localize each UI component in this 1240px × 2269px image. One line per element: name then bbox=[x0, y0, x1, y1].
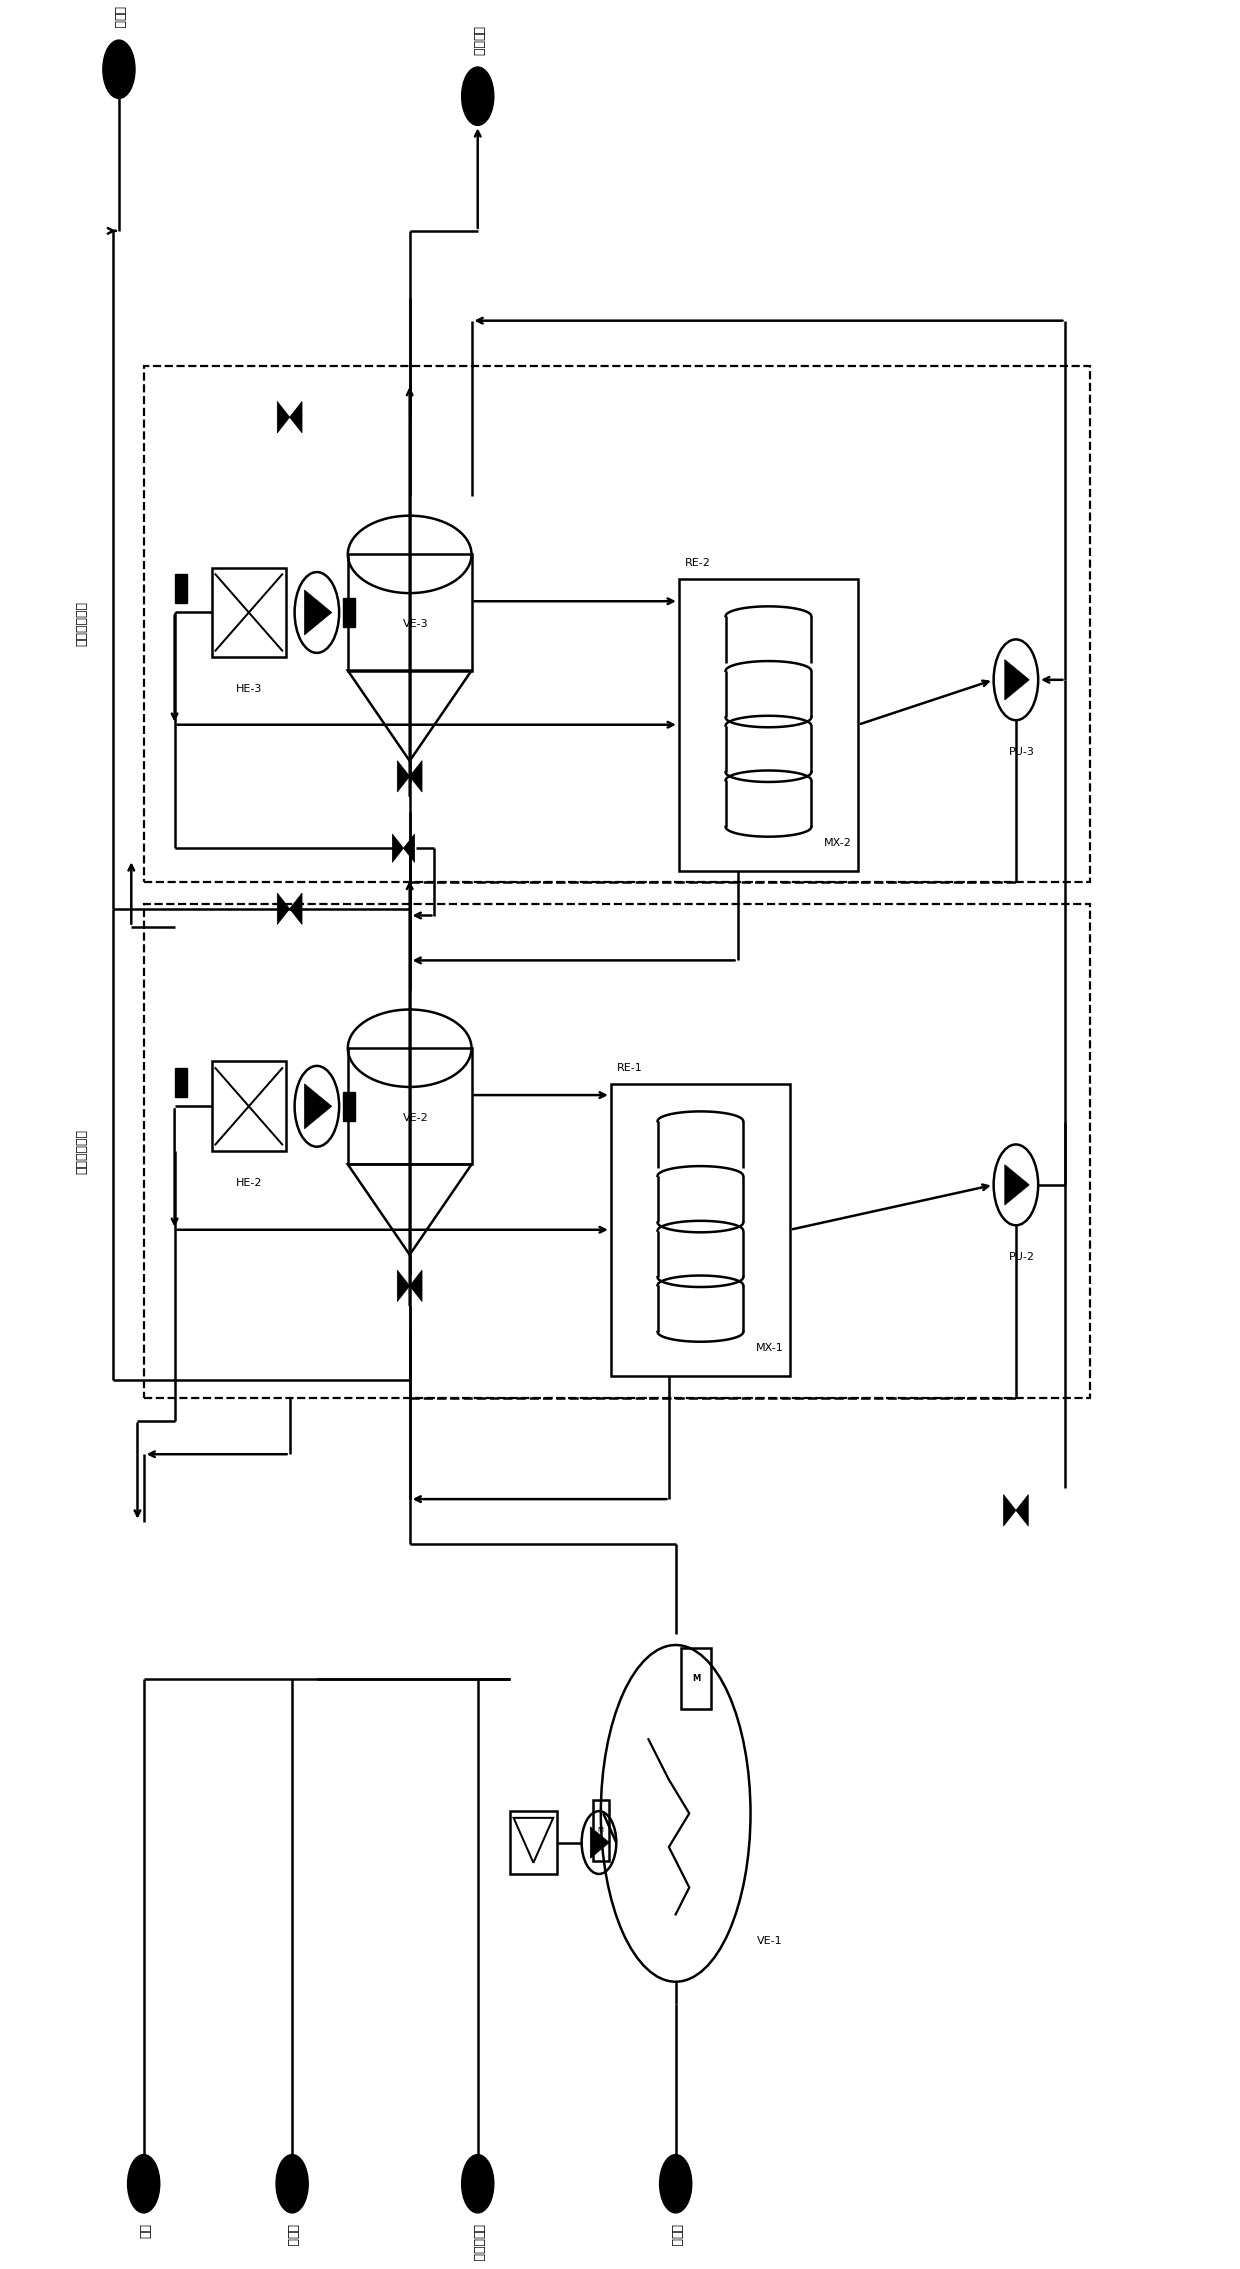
Text: HE-3: HE-3 bbox=[236, 685, 262, 694]
Text: 废液桶: 废液桶 bbox=[113, 7, 125, 29]
Bar bbox=[611, 1085, 790, 1375]
Polygon shape bbox=[397, 1271, 409, 1302]
Circle shape bbox=[461, 2156, 494, 2212]
Polygon shape bbox=[590, 1827, 609, 1858]
Polygon shape bbox=[392, 835, 403, 862]
Text: M: M bbox=[692, 1675, 701, 1684]
Polygon shape bbox=[290, 894, 303, 923]
Bar bbox=[212, 1062, 286, 1150]
Polygon shape bbox=[290, 402, 303, 433]
Text: PU-2: PU-2 bbox=[1009, 1252, 1035, 1262]
Text: M: M bbox=[598, 1827, 604, 1833]
Bar bbox=[144, 365, 1090, 883]
Bar bbox=[144, 905, 1090, 1398]
Text: 氯丙烯: 氯丙烯 bbox=[670, 2224, 682, 2246]
Text: 一级反应系统: 一级反应系统 bbox=[76, 1128, 88, 1173]
Polygon shape bbox=[409, 1271, 422, 1302]
Bar bbox=[343, 1091, 355, 1121]
Polygon shape bbox=[403, 835, 414, 862]
Circle shape bbox=[128, 2156, 160, 2212]
Text: MX-1: MX-1 bbox=[756, 1343, 784, 1352]
Text: PU-3: PU-3 bbox=[1009, 747, 1035, 758]
Bar bbox=[212, 567, 286, 658]
Polygon shape bbox=[305, 1085, 332, 1128]
Bar bbox=[593, 1799, 609, 1861]
Text: 二级反应系统: 二级反应系统 bbox=[76, 601, 88, 647]
Text: VE-1: VE-1 bbox=[758, 1935, 782, 1947]
Polygon shape bbox=[1004, 660, 1029, 701]
Text: RE-2: RE-2 bbox=[684, 558, 711, 567]
Polygon shape bbox=[397, 760, 409, 792]
Bar bbox=[347, 1048, 471, 1164]
Bar bbox=[175, 574, 187, 604]
Polygon shape bbox=[1003, 1495, 1016, 1527]
Bar bbox=[175, 1069, 187, 1098]
Bar bbox=[681, 1647, 711, 1709]
Polygon shape bbox=[409, 760, 422, 792]
Text: RE-1: RE-1 bbox=[618, 1062, 642, 1073]
Circle shape bbox=[461, 68, 494, 125]
Text: VE-3: VE-3 bbox=[403, 619, 429, 629]
Text: HE-2: HE-2 bbox=[236, 1178, 262, 1189]
Text: MX-2: MX-2 bbox=[825, 837, 852, 849]
Circle shape bbox=[103, 41, 135, 98]
Polygon shape bbox=[278, 894, 290, 923]
Polygon shape bbox=[1016, 1495, 1028, 1527]
Circle shape bbox=[660, 2156, 692, 2212]
Bar bbox=[678, 579, 858, 871]
Bar bbox=[510, 1811, 557, 1874]
Text: 分离系统: 分离系统 bbox=[471, 25, 484, 57]
Circle shape bbox=[277, 2156, 309, 2212]
Bar bbox=[347, 554, 471, 672]
Polygon shape bbox=[305, 590, 332, 635]
Text: 双氧水: 双氧水 bbox=[285, 2224, 299, 2246]
Text: 氨气: 氨气 bbox=[138, 2224, 150, 2240]
Text: VE-2: VE-2 bbox=[403, 1112, 429, 1123]
Bar bbox=[343, 599, 355, 626]
Text: 新鲜催化剂: 新鲜催化剂 bbox=[471, 2224, 484, 2262]
Polygon shape bbox=[278, 402, 290, 433]
Polygon shape bbox=[1004, 1164, 1029, 1205]
